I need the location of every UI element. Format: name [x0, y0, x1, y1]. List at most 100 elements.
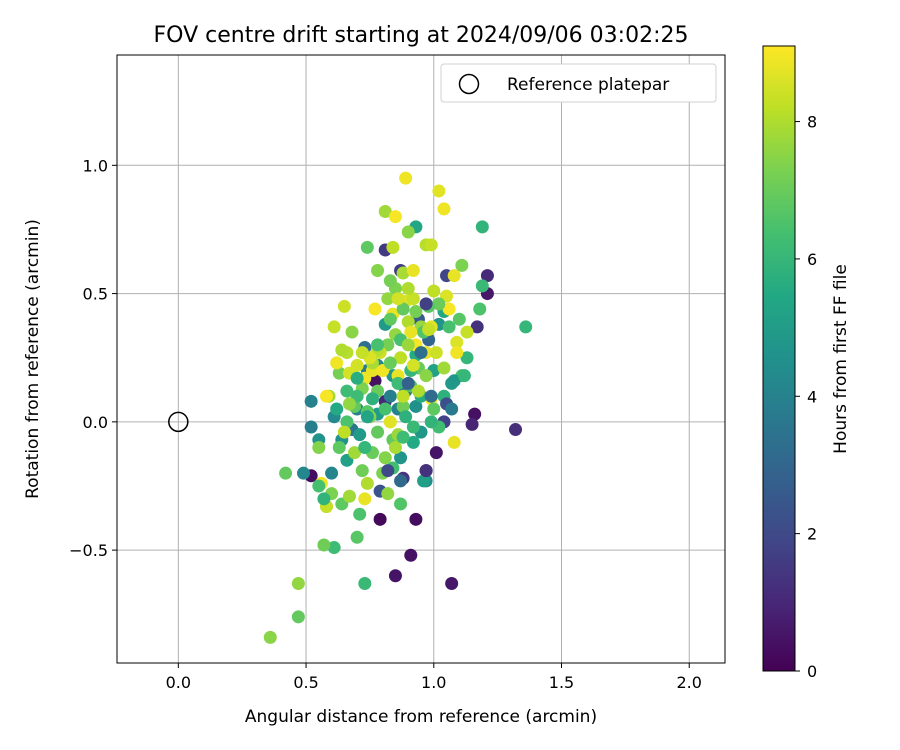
data-point [358, 576, 372, 590]
data-point [340, 415, 354, 429]
legend: Reference platepar [440, 63, 717, 103]
data-point [396, 399, 410, 413]
colorbar-tick-label: 2 [807, 525, 817, 544]
data-point [319, 389, 333, 403]
data-point [394, 451, 408, 465]
data-point [383, 415, 397, 429]
data-point [348, 446, 362, 460]
data-point [442, 302, 456, 316]
data-point [396, 389, 410, 403]
data-point [263, 630, 277, 644]
data-point [445, 576, 459, 590]
data-point [460, 351, 474, 365]
data-point [388, 210, 402, 224]
data-point [391, 292, 405, 306]
data-point [399, 410, 413, 424]
data-point [383, 312, 397, 326]
data-point [345, 325, 359, 339]
colorbar-tick-label: 6 [807, 250, 817, 269]
data-point [332, 366, 346, 380]
data-point [429, 446, 443, 460]
data-point [401, 225, 415, 239]
data-point [399, 171, 413, 185]
colorbar-tick-label: 4 [807, 387, 817, 406]
data-point [475, 220, 489, 234]
data-point [404, 325, 418, 339]
data-point [452, 312, 466, 326]
data-point [325, 466, 339, 480]
data-point [304, 394, 318, 408]
data-point [342, 489, 356, 503]
data-point [424, 389, 438, 403]
data-point [291, 576, 305, 590]
x-tick-label: 1.5 [549, 673, 574, 692]
data-point [391, 376, 405, 390]
data-point [409, 512, 423, 526]
data-point [317, 538, 331, 552]
data-point [417, 474, 431, 488]
data-point [406, 263, 420, 277]
data-point [383, 356, 397, 370]
data-point [279, 466, 293, 480]
x-tick-label: 1.0 [421, 673, 446, 692]
x-axis-ticks: 0.0 0.5 1.0 1.5 2.0 [166, 663, 702, 692]
data-point [480, 269, 494, 283]
y-tick-label: 0.5 [83, 285, 108, 304]
data-point [381, 487, 395, 501]
data-point [394, 474, 408, 488]
data-point [455, 258, 469, 272]
data-point [304, 420, 318, 434]
data-point [460, 325, 474, 339]
data-point [327, 320, 341, 334]
data-point [368, 302, 382, 316]
data-point [447, 269, 461, 283]
data-point [332, 441, 346, 455]
data-point [335, 343, 349, 357]
data-point [378, 204, 392, 218]
data-point [437, 202, 451, 216]
data-point [358, 492, 372, 506]
data-point [450, 346, 464, 360]
data-point [394, 497, 408, 511]
data-point [406, 358, 420, 372]
data-point [509, 423, 523, 437]
y-tick-label: −0.5 [69, 541, 108, 560]
data-point [330, 356, 344, 370]
data-point [355, 464, 369, 478]
data-point [447, 374, 461, 388]
data-point [381, 464, 395, 478]
data-point [404, 548, 418, 562]
data-point [396, 430, 410, 444]
data-point [411, 384, 425, 398]
data-point [360, 240, 374, 254]
data-point [383, 274, 397, 288]
x-axis-label: Angular distance from reference (arcmin) [245, 707, 597, 727]
data-point [401, 376, 415, 390]
x-tick-label: 0.0 [166, 673, 191, 692]
data-point [432, 184, 446, 198]
data-point [429, 346, 443, 360]
data-point [419, 464, 433, 478]
plot-frame [116, 54, 726, 664]
grid-lines [117, 55, 725, 663]
data-point [427, 284, 441, 298]
data-point [378, 451, 392, 465]
data-point [327, 541, 341, 555]
data-point [422, 322, 436, 336]
data-point [475, 279, 489, 293]
x-tick-label: 0.5 [293, 673, 318, 692]
data-point [378, 402, 392, 416]
colorbar-label: Hours from first FF file [831, 264, 851, 454]
data-point [388, 441, 402, 455]
data-point [317, 492, 331, 506]
data-point [371, 263, 385, 277]
y-tick-label: 1.0 [83, 156, 108, 175]
data-point [424, 238, 438, 252]
data-point [350, 371, 364, 385]
legend-box [440, 63, 717, 103]
data-point [424, 415, 438, 429]
data-point [401, 315, 415, 329]
data-point [330, 402, 344, 416]
data-point [337, 299, 351, 313]
